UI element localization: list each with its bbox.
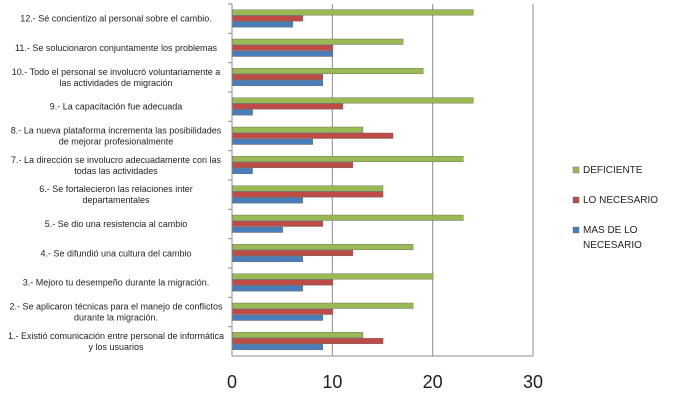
x-tick-label: 10 xyxy=(322,372,342,392)
bar xyxy=(232,15,303,22)
category-label: 11.- Se solucionaron conjuntamente los p… xyxy=(15,43,217,53)
bars xyxy=(232,9,474,351)
category-label-line: de mejorar profesionalmente xyxy=(59,137,174,147)
category-labels: 1.- Existió comunicación entre personal … xyxy=(8,14,224,352)
category-label: 9.- La capacitación fue adecuada xyxy=(50,102,183,112)
bar xyxy=(232,285,303,292)
bar xyxy=(232,279,334,286)
bar xyxy=(232,74,324,81)
category-label-line: 2.- Se aplicaron técnicas para el manejo… xyxy=(9,302,223,312)
category-label-line: 12.- Sé concientizo al personal sobre el… xyxy=(20,14,212,24)
tick-labels: 0 10 20 30 xyxy=(227,372,543,392)
category-label-line: 4.- Se difundió una cultura del cambio xyxy=(40,248,191,258)
bar xyxy=(232,220,324,227)
category-label-line: y los usuarios xyxy=(88,342,144,352)
gridlines xyxy=(331,4,534,356)
category-label-line: 8.- La nueva plataforma incrementa las p… xyxy=(11,126,222,136)
bar xyxy=(232,21,293,28)
bar xyxy=(232,109,253,116)
bar xyxy=(232,191,384,198)
category-label-line: 6.- Se fortalecieron las relaciones inte… xyxy=(39,184,193,194)
category-label-line: durante la migración. xyxy=(74,313,158,323)
bar xyxy=(232,168,253,175)
bar xyxy=(232,244,414,251)
x-tick-label: 30 xyxy=(523,372,543,392)
category-label: 12.- Sé concientizo al personal sobre el… xyxy=(20,14,212,24)
category-label-line: 5.- Se dio una resistencia al cambio xyxy=(45,219,188,229)
legend-label: LO NECESARIO xyxy=(583,195,658,206)
category-label-line: 9.- La capacitación fue adecuada xyxy=(50,102,183,112)
legend-swatch xyxy=(572,196,580,204)
category-label: 8.- La nueva plataforma incrementa las p… xyxy=(11,126,222,147)
bar xyxy=(232,80,324,87)
x-tick-label: 20 xyxy=(423,372,443,392)
bar xyxy=(232,302,414,309)
bar xyxy=(232,214,464,221)
category-label: 2.- Se aplicaron técnicas para el manejo… xyxy=(9,302,223,323)
bar xyxy=(232,197,303,204)
category-label-line: 7.- La dirección se involucro adecuadame… xyxy=(11,155,222,165)
category-label: 1.- Existió comunicación entre personal … xyxy=(8,331,224,352)
bar xyxy=(232,332,364,339)
bar xyxy=(232,162,354,169)
category-label-line: 1.- Existió comunicación entre personal … xyxy=(8,331,224,341)
category-label: 7.- La dirección se involucro adecuadame… xyxy=(11,155,222,176)
legend-label-line: MAS DE LO xyxy=(583,225,638,236)
bar xyxy=(232,256,303,263)
category-label-line: 10.- Todo el personal se involucró volun… xyxy=(12,67,220,77)
bar xyxy=(232,138,313,145)
bar xyxy=(232,126,364,133)
bar xyxy=(232,344,324,351)
bar xyxy=(232,156,464,163)
bar xyxy=(232,273,434,280)
category-label: 6.- Se fortalecieron las relaciones inte… xyxy=(39,184,193,205)
bar xyxy=(232,226,283,233)
category-label: 4.- Se difundió una cultura del cambio xyxy=(40,248,191,258)
category-label-line: las actividades de migración xyxy=(59,78,172,88)
legend-label: DEFICIENTE xyxy=(583,165,643,176)
legend-label-line: NECESARIO xyxy=(583,240,642,251)
bar xyxy=(232,97,474,104)
category-label-line: todas las actividades xyxy=(74,166,158,176)
axes xyxy=(228,3,533,357)
category-label-line: 11.- Se solucionaron conjuntamente los p… xyxy=(15,43,217,53)
bar xyxy=(232,314,324,321)
category-label: 3.- Mejoro tu desempeño durante la migra… xyxy=(23,278,210,288)
bar xyxy=(232,103,344,110)
category-label-line: 3.- Mejoro tu desempeño durante la migra… xyxy=(23,278,210,288)
bar xyxy=(232,9,474,16)
legend-swatch xyxy=(572,166,580,174)
bar xyxy=(232,308,334,315)
bar xyxy=(232,338,384,345)
category-label: 5.- Se dio una resistencia al cambio xyxy=(45,219,188,229)
legend: DEFICIENTE LO NECESARIO MAS DE LO NECESARIO xyxy=(572,165,658,251)
bar xyxy=(232,250,354,257)
legend-label-line: LO NECESARIO xyxy=(583,195,658,206)
legend-label-line: DEFICIENTE xyxy=(583,165,643,176)
bar xyxy=(232,38,404,45)
bar xyxy=(232,44,334,51)
bar xyxy=(232,68,424,75)
bar xyxy=(232,50,334,57)
bar xyxy=(232,132,394,139)
legend-label: MAS DE LO NECESARIO xyxy=(583,225,642,251)
category-label-line: departamentales xyxy=(82,195,150,205)
category-label: 10.- Todo el personal se involucró volun… xyxy=(12,67,220,88)
x-tick-label: 0 xyxy=(227,372,237,392)
bar xyxy=(232,185,384,192)
legend-swatch xyxy=(572,226,580,234)
